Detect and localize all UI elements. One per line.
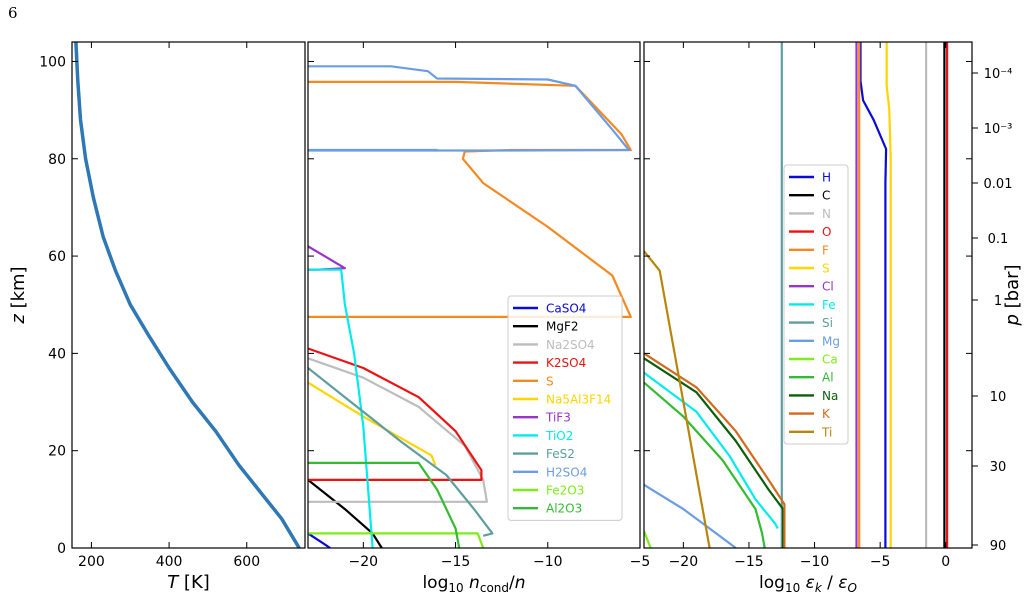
y-tick-label: 20 [48,444,66,460]
series-line-mgf2 [308,479,383,548]
y-tick-label: 0 [57,541,66,557]
p-tick-label: 0.01 [984,177,1013,192]
legend-label: O [822,225,831,239]
series-line-k2so4 [308,347,483,481]
x-axis-label: log10 εk / εO [759,573,857,595]
series-line-na5al3f14 [308,381,437,466]
x-tick-label: 200 [78,554,105,570]
series-line-fe [644,371,779,530]
legend-label: MgF2 [546,320,579,334]
panel-middle: −20 −15 −10 −5 log10 ncond/n CaSO4 MgF2 Na2SO4 K… [307,41,651,595]
legend-label: K2SO4 [546,356,586,370]
p-tick-label: 10 [990,390,1007,405]
series-line-h2so4 [308,65,631,152]
p-tick-label: 10⁻³ [984,122,1013,137]
axes-frame [71,41,306,549]
legend-label: Cl [822,280,834,294]
p-axis-label: p [bar] [1002,264,1023,326]
series-group [74,42,301,548]
series-line-al2o3 [308,461,461,548]
legend-label: Al [822,371,834,385]
legend-box [507,295,623,521]
x-tick-label: −15 [734,554,764,570]
x-tick-label: −20 [669,554,699,570]
legend-label: Si [822,316,833,330]
legend: CaSO4 MgF2 Na2SO4 K2SO4 S Na5Al3F14 TiF3 TiO2 Fe… [507,295,623,521]
legend-label: Na5Al3F14 [546,393,611,407]
series-line-caso4 [308,532,331,548]
series-line-ti [644,250,711,548]
legend-label: Na2SO4 [546,338,595,352]
legend-label: F [822,243,829,257]
legend-label: CaSO4 [546,302,586,316]
p-tick-label: 90 [990,539,1007,554]
axes-frame [643,41,973,549]
series-line-al [644,381,766,548]
series-line-h [859,42,888,548]
legend-label: Al2O3 [546,502,582,516]
p-tick-label: 0.1 [988,232,1009,247]
series-line-fes2 [308,367,494,537]
legend-label: FeS2 [546,447,575,461]
series-line-temperature [74,42,301,548]
axes-frame [307,41,641,549]
legend-label: Fe [822,298,836,312]
legend-label: TiF3 [545,411,571,425]
legend-label: H2SO4 [546,465,587,479]
x-axis-label: T [K] [167,572,210,593]
p-tick-label: 10⁻⁴ [984,67,1013,82]
page-number: 6 [8,4,18,22]
x-tick-label: −10 [800,554,830,570]
series-line-tio2 [308,268,374,548]
legend-label: H [822,171,831,185]
legend-label: S [546,374,554,388]
p-tick-label: 1 [994,294,1002,309]
x-tick-label: 400 [156,554,183,570]
series-line-tif3 [308,245,346,271]
x-tick-label: −15 [441,554,471,570]
y-axis-label: z [km] [8,266,29,324]
series-line-s [885,42,892,548]
x-tick-label: −5 [630,554,651,570]
series-group [308,65,632,548]
legend-label: N [822,207,831,221]
y-tick-label: 60 [48,249,66,265]
legend-label: Na [822,389,838,403]
panel-left: 200 400 600 0 20 40 60 80 100 T [K] z [km] [8,41,306,593]
legend-label: Fe2O3 [546,484,584,498]
series-line-na2so4 [308,357,488,503]
legend-label: TiO2 [545,429,573,443]
legend-label: Ca [822,353,838,367]
series-group [644,42,949,548]
x-tick-label: −5 [870,554,891,570]
x-tick-label: 0 [941,554,950,570]
series-line-na [644,357,785,548]
legend-label: Mg [822,334,840,348]
x-tick-label: 600 [233,554,260,570]
y-tick-label: 80 [48,152,66,168]
series-line-s [308,80,632,318]
panel-right: −20 −15 −10 −5 0 log10 εk / εO 10⁻⁴ 10⁻³ 0.01 0.1… [643,41,1023,595]
y-tick-label: 40 [48,346,66,362]
x-tick-label: −10 [533,554,563,570]
legend-label: C [822,189,830,203]
legend-label: S [822,262,830,276]
x-tick-label: −20 [349,554,379,570]
x-axis-label: log10 ncond/n [422,573,525,595]
legend-label: Ti [821,425,832,439]
series-line-fe2o3 [308,532,485,548]
p-tick-label: 30 [990,460,1007,475]
legend-label: K [822,407,831,421]
legend-box [783,164,849,445]
y-tick-label: 100 [39,54,66,70]
series-line-ca [644,530,652,548]
series-line-mg [644,483,737,548]
series-line-k [644,352,786,548]
